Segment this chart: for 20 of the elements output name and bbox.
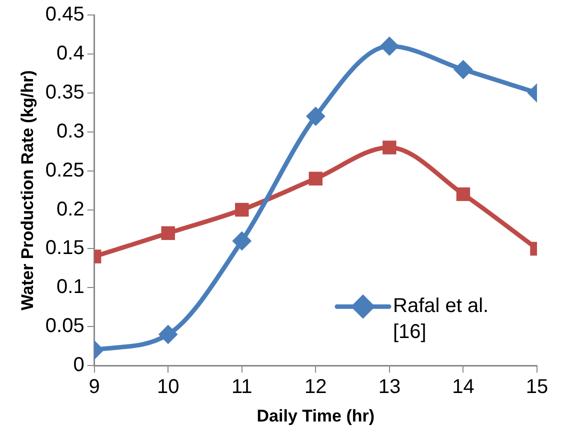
y-tick-label: 0.4: [56, 42, 84, 64]
y-tick-label: 0.1: [56, 276, 84, 298]
x-tick-label: 11: [232, 376, 252, 398]
x-axis-title: Daily Time (hr): [256, 406, 375, 426]
x-tick-label: 12: [304, 376, 327, 398]
x-tick-label: 14: [452, 376, 474, 398]
y-tick-label: 0.15: [45, 237, 84, 260]
y-tick-label: 0.05: [45, 315, 84, 338]
y-tick-label: 0.35: [45, 81, 84, 104]
y-tick-label: 0.2: [56, 198, 84, 220]
y-axis-title: Water Production Rate (kg/hr): [18, 70, 37, 310]
legend-label: Rafal et al. [16]: [393, 295, 489, 344]
y-tick-label: 0.25: [45, 159, 84, 182]
y-tick-label: 0.3: [56, 120, 84, 142]
x-tick-label: 13: [378, 376, 401, 398]
x-tick-label: 15: [526, 376, 548, 398]
x-tick-label: 9: [88, 376, 100, 398]
y-tick-label: 0: [73, 354, 84, 376]
x-tick-label: 10: [156, 376, 180, 398]
y-tick-label: 0.45: [45, 4, 84, 26]
